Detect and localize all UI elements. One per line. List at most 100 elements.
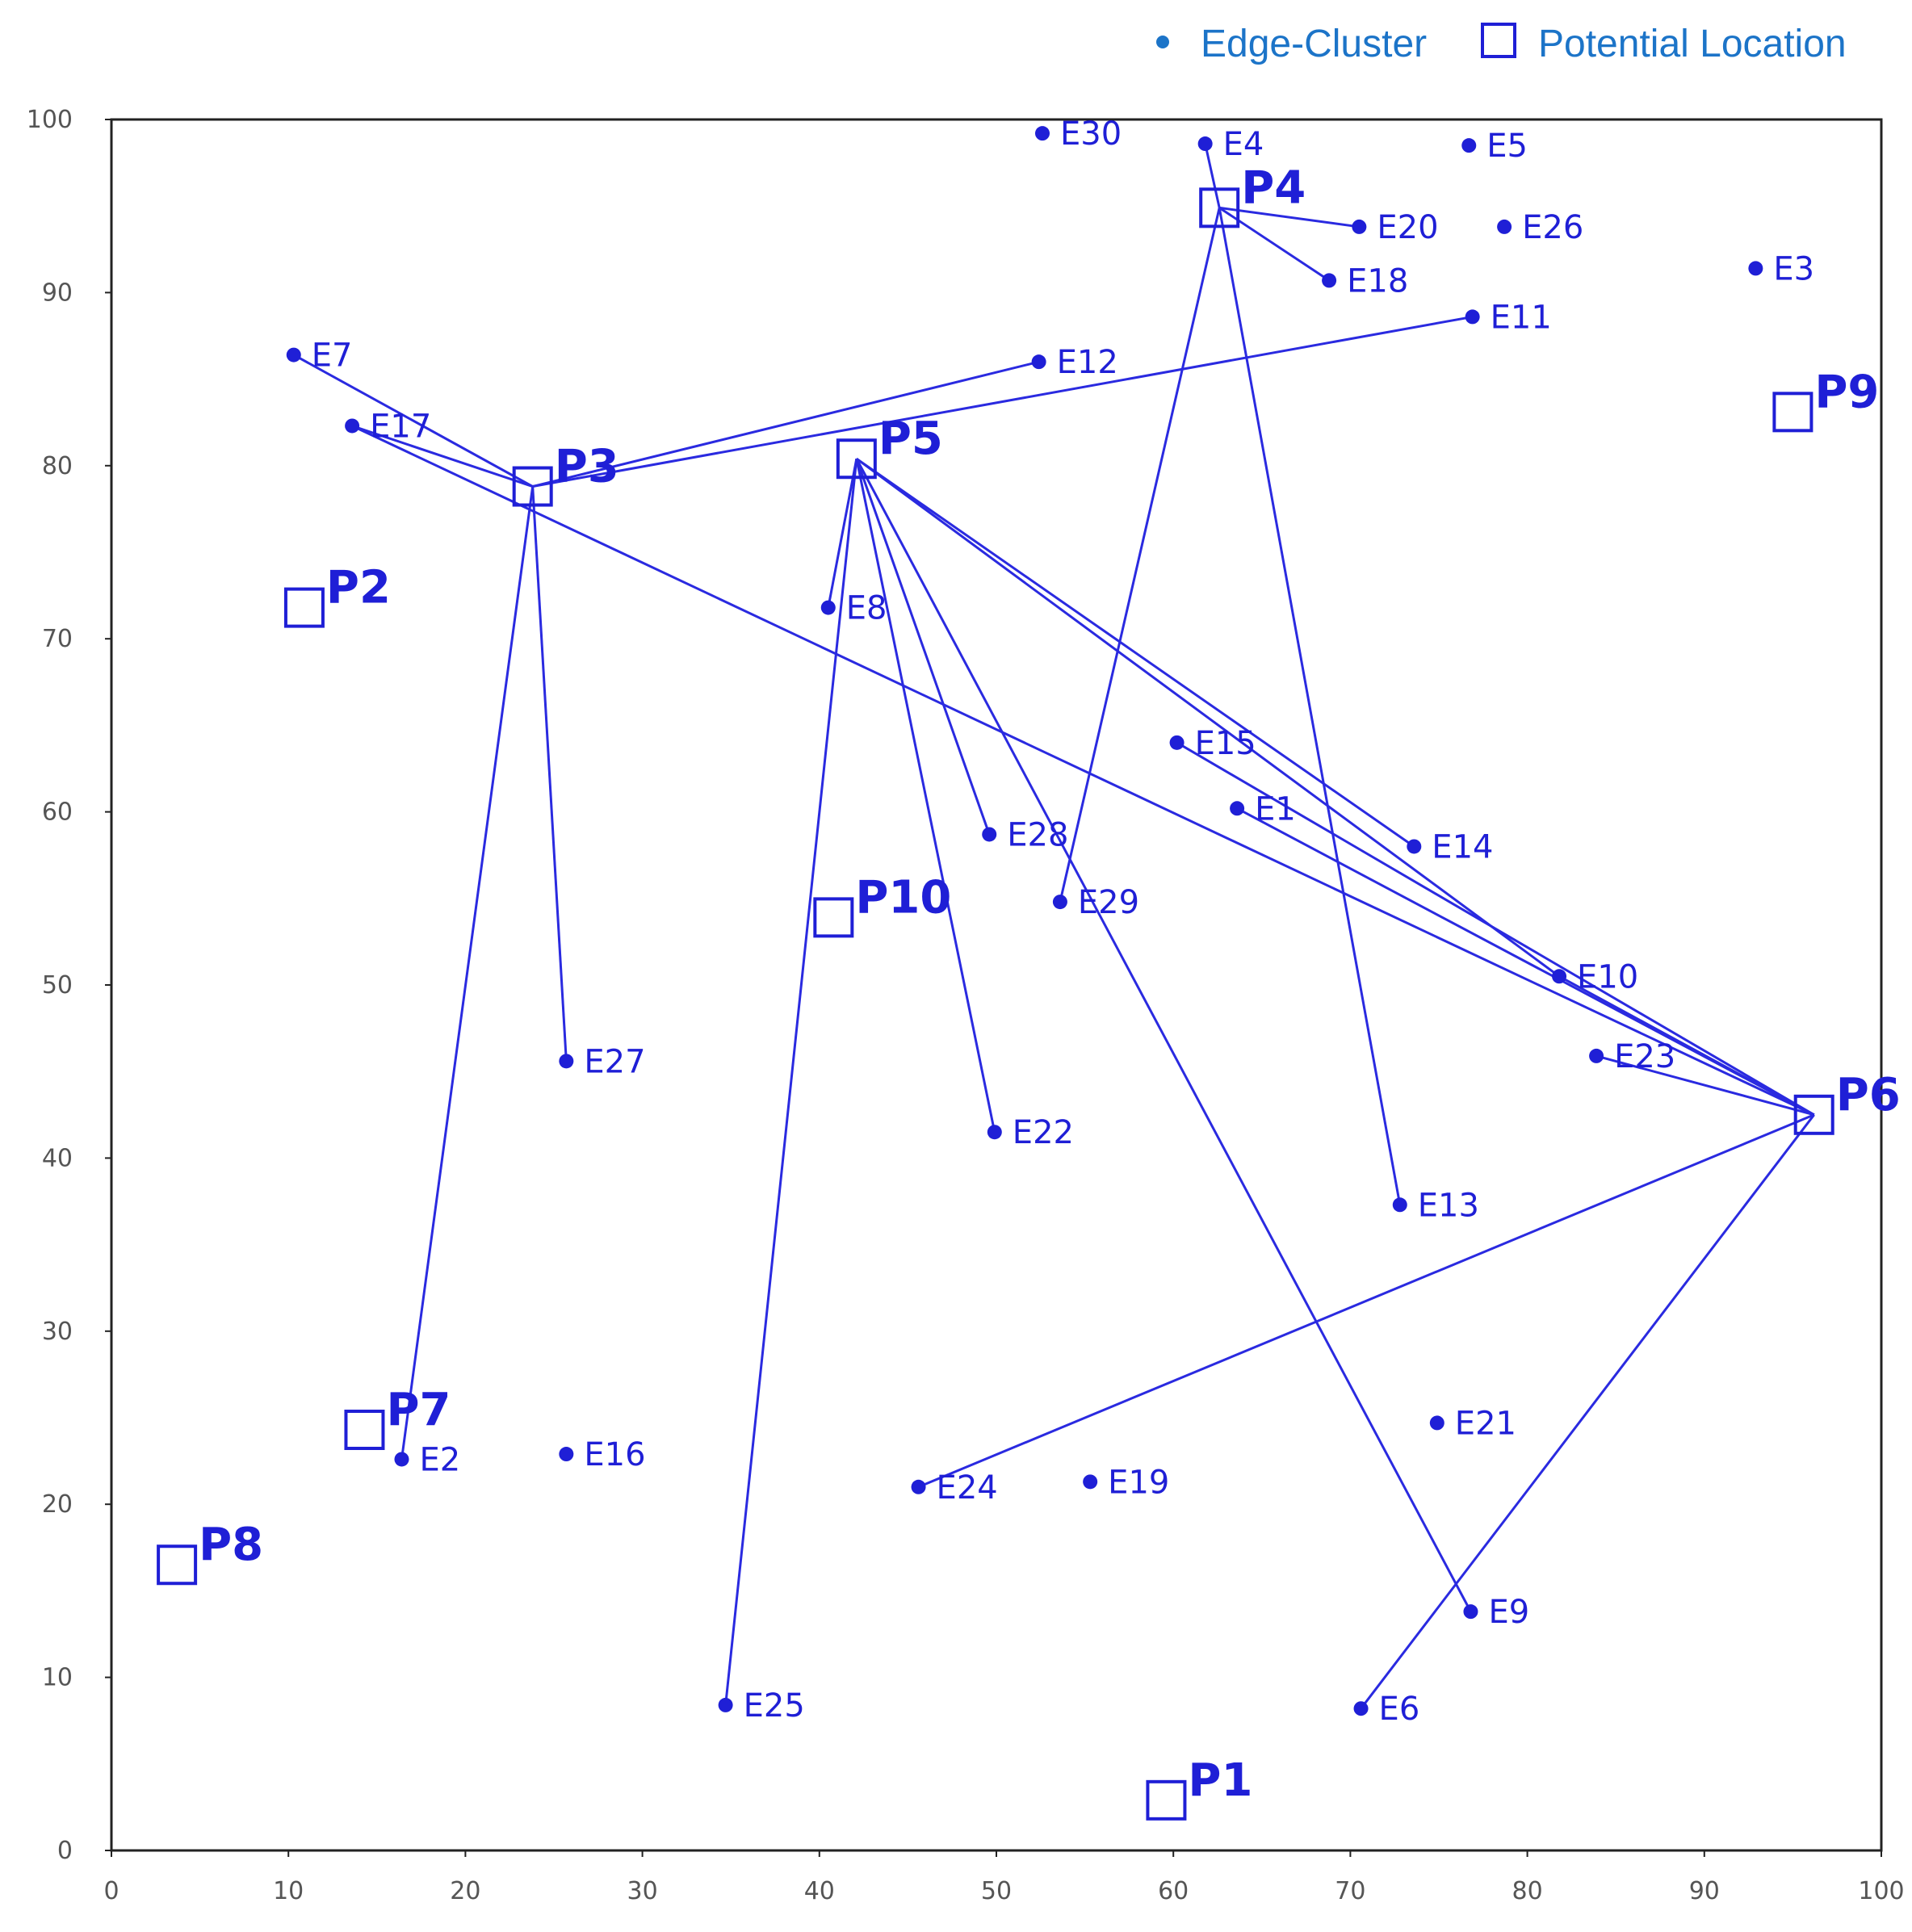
edge-cluster-label-e26: E26 xyxy=(1522,209,1583,246)
edge-cluster-point-e16 xyxy=(559,1447,574,1462)
potential-location-marker-p10 xyxy=(813,897,854,938)
y-tick-label: 100 xyxy=(27,106,73,134)
potential-location-marker-p3 xyxy=(512,466,553,507)
potential-location-marker-p7 xyxy=(344,1410,385,1451)
link-line-p5-e22 xyxy=(855,458,996,1133)
edge-cluster-label-e23: E23 xyxy=(1614,1038,1675,1075)
x-tick-label: 0 xyxy=(103,1877,119,1905)
link-line-p5-e25 xyxy=(724,459,858,1706)
potential-location-marker-p4 xyxy=(1199,187,1240,228)
potential-location-marker-p9 xyxy=(1772,392,1813,433)
potential-location-marker-p8 xyxy=(157,1544,198,1586)
edge-cluster-label-e30: E30 xyxy=(1060,115,1122,153)
link-line-p3-e27 xyxy=(531,486,568,1062)
edge-cluster-label-e8: E8 xyxy=(846,590,887,627)
edge-cluster-label-e11: E11 xyxy=(1491,299,1552,336)
link-line-p4-e29 xyxy=(1059,207,1221,903)
edge-cluster-point-e27 xyxy=(559,1054,574,1069)
edge-cluster-point-e15 xyxy=(1169,735,1185,750)
potential-location-label-p6: P6 xyxy=(1836,1069,1901,1121)
edge-cluster-point-e5 xyxy=(1461,138,1477,153)
data-points: E1 E2 E3 E4 E5 E6 E7 E8 E9 E10 E11 E12 E13 E14 E15 E16 E… xyxy=(157,115,1901,1821)
link-line-p3-e11 xyxy=(532,315,1473,488)
edge-cluster-point-e7 xyxy=(286,347,301,363)
edge-cluster-point-e28 xyxy=(982,827,997,842)
edge-cluster-label-e15: E15 xyxy=(1195,725,1256,762)
y-tick-label: 10 xyxy=(42,1664,73,1692)
potential-location-label-p1: P1 xyxy=(1188,1754,1252,1807)
axis-ticks: 0 10 20 30 40 50 60 70 80 90 100 0 10 20 30 40 50 60 70 80 9… xyxy=(27,106,1905,1905)
edge-cluster-label-e5: E5 xyxy=(1486,128,1528,165)
edge-cluster-label-e9: E9 xyxy=(1488,1594,1529,1631)
potential-location-label-p2: P2 xyxy=(326,562,391,614)
legend-edge-dot-icon xyxy=(1156,36,1169,48)
potential-location-label-p8: P8 xyxy=(199,1519,263,1571)
potential-location-marker-p6 xyxy=(1793,1094,1834,1135)
edge-cluster-label-e17: E17 xyxy=(370,408,431,445)
potential-location-label-p10: P10 xyxy=(855,871,951,924)
edge-cluster-point-e25 xyxy=(718,1697,733,1712)
edge-cluster-label-e24: E24 xyxy=(937,1469,998,1507)
edge-cluster-label-e3: E3 xyxy=(1773,250,1814,287)
edge-cluster-label-e27: E27 xyxy=(584,1043,645,1080)
edge-cluster-label-e19: E19 xyxy=(1108,1464,1169,1501)
link-line-p3-e17 xyxy=(351,425,534,488)
edge-cluster-point-e6 xyxy=(1353,1701,1369,1716)
potential-location-marker-p5 xyxy=(836,438,877,480)
y-tick-label: 0 xyxy=(57,1837,73,1865)
edge-cluster-label-e20: E20 xyxy=(1377,209,1438,246)
edge-cluster-point-e3 xyxy=(1748,261,1763,276)
edge-cluster-point-e23 xyxy=(1589,1048,1604,1063)
edge-cluster-label-e29: E29 xyxy=(1078,884,1139,921)
link-line-p6-e6 xyxy=(1360,1113,1815,1710)
edge-cluster-label-e28: E28 xyxy=(1007,816,1068,853)
edge-cluster-label-e14: E14 xyxy=(1432,828,1493,865)
edge-cluster-point-e22 xyxy=(987,1125,1002,1140)
edge-cluster-point-e11 xyxy=(1465,309,1480,325)
edge-cluster-point-e29 xyxy=(1052,895,1067,910)
edge-cluster-point-e24 xyxy=(911,1479,926,1494)
y-tick-label: 30 xyxy=(42,1318,73,1346)
y-tick-label: 80 xyxy=(42,452,73,480)
edge-cluster-label-e18: E18 xyxy=(1347,262,1408,300)
link-line-p3-e2 xyxy=(400,486,535,1460)
link-line-p4-e20 xyxy=(1218,206,1360,228)
edge-cluster-point-e21 xyxy=(1429,1415,1444,1431)
edge-cluster-label-e21: E21 xyxy=(1455,1405,1516,1442)
edge-cluster-point-e17 xyxy=(345,418,360,434)
potential-location-label-p7: P7 xyxy=(386,1384,451,1436)
edge-cluster-label-e4: E4 xyxy=(1223,126,1264,163)
edge-cluster-point-e20 xyxy=(1352,219,1367,234)
link-line-p5-e14 xyxy=(855,457,1415,848)
y-tick-label: 40 xyxy=(42,1144,73,1172)
edge-cluster-label-e1: E1 xyxy=(1255,790,1296,828)
x-tick-label: 70 xyxy=(1335,1877,1365,1905)
potential-location-label-p3: P3 xyxy=(555,441,619,493)
x-tick-label: 20 xyxy=(450,1877,480,1905)
edge-cluster-label-e22: E22 xyxy=(1013,1114,1074,1151)
link-line-p3-e12 xyxy=(532,360,1039,488)
y-tick-label: 50 xyxy=(42,971,73,1000)
edge-cluster-point-e13 xyxy=(1392,1197,1407,1213)
legend-location-label: Potential Location xyxy=(1538,23,1847,65)
link-line-p4-e13 xyxy=(1218,207,1402,1205)
edge-cluster-label-e10: E10 xyxy=(1577,958,1638,995)
link-line-p6-e24 xyxy=(917,1113,1815,1489)
edge-cluster-point-e2 xyxy=(394,1452,409,1467)
link-line-p5-e28 xyxy=(855,458,991,835)
edge-cluster-label-e16: E16 xyxy=(584,1436,645,1473)
potential-location-label-p4: P4 xyxy=(1241,161,1306,214)
link-line-p5-e9 xyxy=(855,458,1472,1612)
link-line-p5-e10 xyxy=(855,458,1560,978)
edge-cluster-point-e1 xyxy=(1230,801,1245,816)
x-tick-label: 50 xyxy=(981,1877,1012,1905)
y-tick-label: 60 xyxy=(42,798,73,827)
edge-cluster-point-e26 xyxy=(1497,219,1512,234)
edge-cluster-point-e30 xyxy=(1034,126,1050,141)
edge-cluster-point-e18 xyxy=(1322,273,1337,288)
potential-location-label-p9: P9 xyxy=(1814,366,1879,418)
legend-location-square-icon xyxy=(1481,23,1516,58)
edge-cluster-label-e2: E2 xyxy=(419,1441,460,1478)
edge-cluster-point-e4 xyxy=(1197,136,1213,152)
